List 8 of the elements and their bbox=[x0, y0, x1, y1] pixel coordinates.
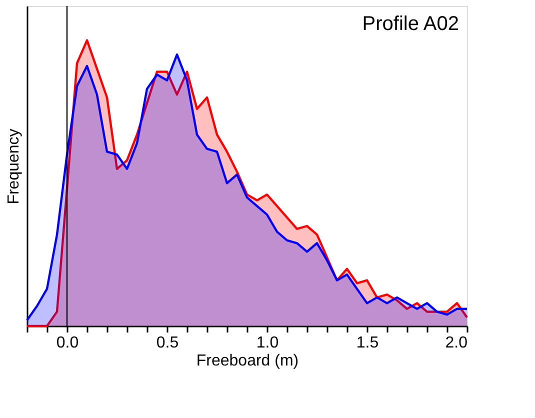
chart-title: Profile A02 bbox=[362, 13, 459, 35]
x-tick-label: 2.0 bbox=[445, 334, 468, 352]
x-tick-label: 0.5 bbox=[156, 334, 179, 352]
x-axis-title: Freeboard (m) bbox=[196, 352, 299, 370]
x-tick-label: 1.0 bbox=[256, 334, 279, 352]
x-tick-label: 0.0 bbox=[56, 334, 79, 352]
x-tick-label: 1.5 bbox=[356, 334, 379, 352]
y-axis-title: Frequency bbox=[6, 128, 22, 204]
